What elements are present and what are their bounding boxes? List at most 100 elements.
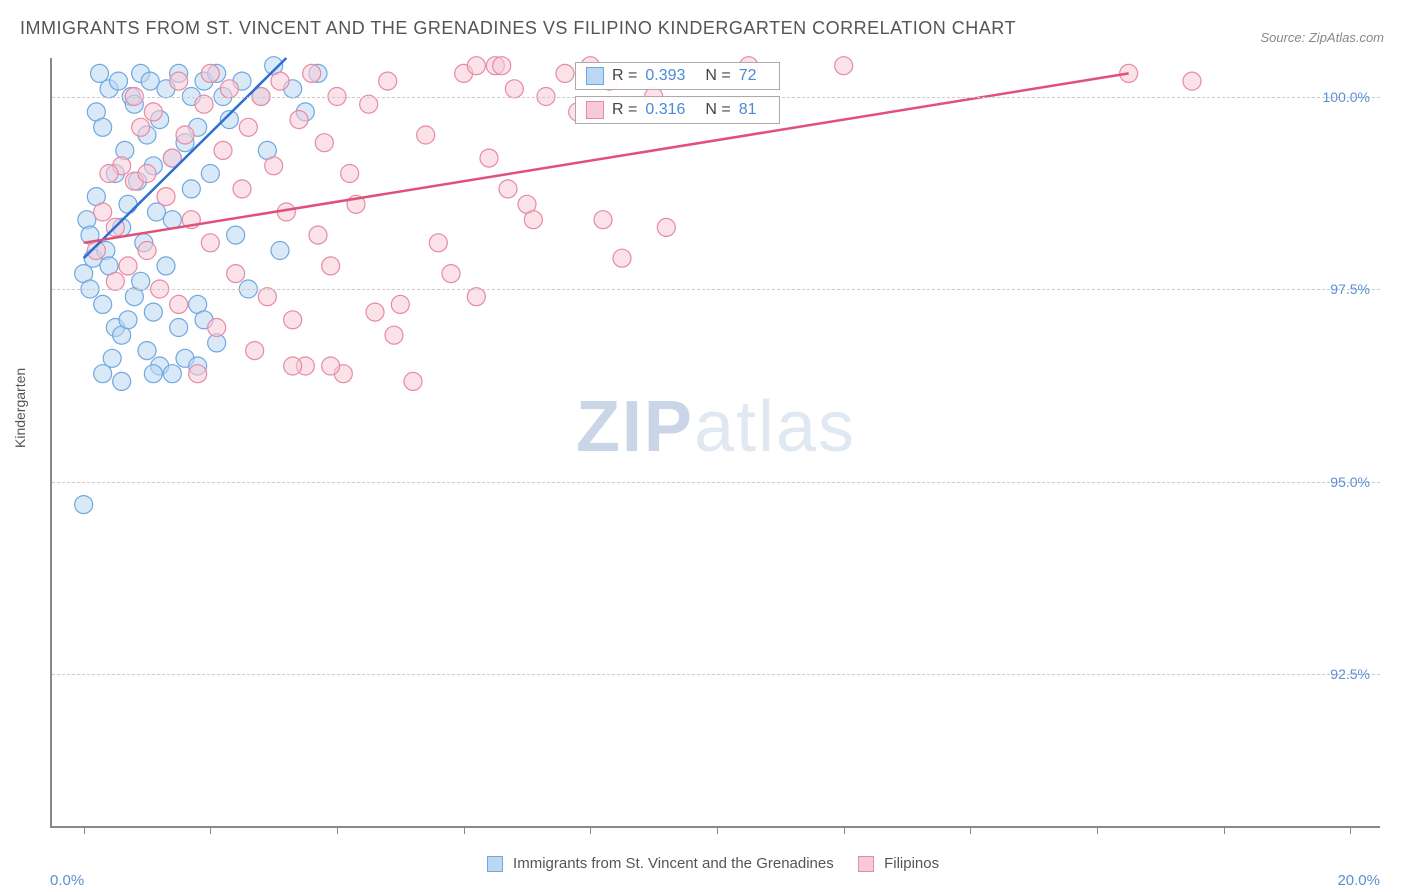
data-point [284, 357, 302, 375]
data-point [94, 203, 112, 221]
data-point [144, 303, 162, 321]
data-point [556, 64, 574, 82]
data-point [322, 357, 340, 375]
data-point [132, 272, 150, 290]
data-point [429, 234, 447, 252]
data-point [106, 272, 124, 290]
stats-box-series1: R = 0.393 N = 72 [575, 62, 780, 90]
data-point [157, 257, 175, 275]
r-label: R = [612, 101, 637, 119]
data-point [132, 118, 150, 136]
data-point [195, 95, 213, 113]
swatch-series1 [586, 67, 604, 85]
gridline-h [52, 289, 1380, 290]
legend-bottom: Immigrants from St. Vincent and the Gren… [0, 855, 1406, 872]
y-axis-title: Kindergarten [12, 368, 28, 448]
data-point [233, 180, 251, 198]
data-point [480, 149, 498, 167]
data-point [657, 218, 675, 236]
y-tick-label: 95.0% [1330, 474, 1370, 490]
data-point [138, 342, 156, 360]
x-tick [590, 826, 591, 834]
data-point [315, 134, 333, 152]
x-tick [970, 826, 971, 834]
data-point [94, 365, 112, 383]
gridline-h [52, 674, 1380, 675]
data-point [148, 203, 166, 221]
data-point [91, 64, 109, 82]
data-point [271, 242, 289, 260]
y-tick-label: 92.5% [1330, 666, 1370, 682]
x-tick [844, 826, 845, 834]
data-point [227, 265, 245, 283]
x-min-label: 0.0% [50, 872, 84, 889]
data-point [157, 188, 175, 206]
data-point [265, 157, 283, 175]
data-point [94, 118, 112, 136]
y-tick-label: 100.0% [1323, 89, 1370, 105]
data-point [220, 80, 238, 98]
data-point [493, 57, 511, 75]
gridline-h [52, 482, 1380, 483]
data-point [119, 311, 137, 329]
data-point [524, 211, 542, 229]
r-value-series1: 0.393 [645, 67, 685, 85]
data-point [170, 319, 188, 337]
source-attribution: Source: ZipAtlas.com [1260, 30, 1384, 45]
data-point [214, 141, 232, 159]
x-tick [464, 826, 465, 834]
x-max-label: 20.0% [1337, 872, 1380, 889]
data-point [78, 211, 96, 229]
data-point [467, 57, 485, 75]
data-point [613, 249, 631, 267]
data-point [103, 349, 121, 367]
data-point [176, 126, 194, 144]
n-label: N = [705, 67, 730, 85]
legend-swatch-series2 [858, 856, 874, 872]
data-point [201, 165, 219, 183]
data-point [284, 311, 302, 329]
data-point [385, 326, 403, 344]
data-point [1183, 72, 1201, 90]
data-point [163, 365, 181, 383]
data-point [170, 72, 188, 90]
n-value-series1: 72 [739, 67, 757, 85]
r-label: R = [612, 67, 637, 85]
plot-area: ZIPatlas 100.0%97.5%95.0%92.5% [50, 58, 1380, 828]
data-point [360, 95, 378, 113]
data-point [246, 342, 264, 360]
x-tick [1097, 826, 1098, 834]
x-tick [84, 826, 85, 834]
y-tick-label: 97.5% [1330, 281, 1370, 297]
x-tick [717, 826, 718, 834]
data-point [309, 226, 327, 244]
stats-box-series2: R = 0.316 N = 81 [575, 96, 780, 124]
data-point [366, 303, 384, 321]
x-tick [337, 826, 338, 834]
data-point [141, 72, 159, 90]
legend-swatch-series1 [487, 856, 503, 872]
data-point [138, 165, 156, 183]
data-point [201, 64, 219, 82]
data-point [119, 195, 137, 213]
data-point [110, 72, 128, 90]
data-point [116, 141, 134, 159]
data-point [271, 72, 289, 90]
swatch-series2 [586, 101, 604, 119]
data-point [113, 372, 131, 390]
data-point [163, 211, 181, 229]
data-point [594, 211, 612, 229]
chart-title: IMMIGRANTS FROM ST. VINCENT AND THE GREN… [20, 18, 1016, 39]
data-point [144, 365, 162, 383]
data-point [391, 295, 409, 313]
data-point [442, 265, 460, 283]
data-point [404, 372, 422, 390]
data-point [467, 288, 485, 306]
data-point [379, 72, 397, 90]
n-label: N = [705, 101, 730, 119]
data-point [170, 295, 188, 313]
data-point [201, 234, 219, 252]
data-point [144, 103, 162, 121]
data-point [499, 180, 517, 198]
data-point [189, 365, 207, 383]
